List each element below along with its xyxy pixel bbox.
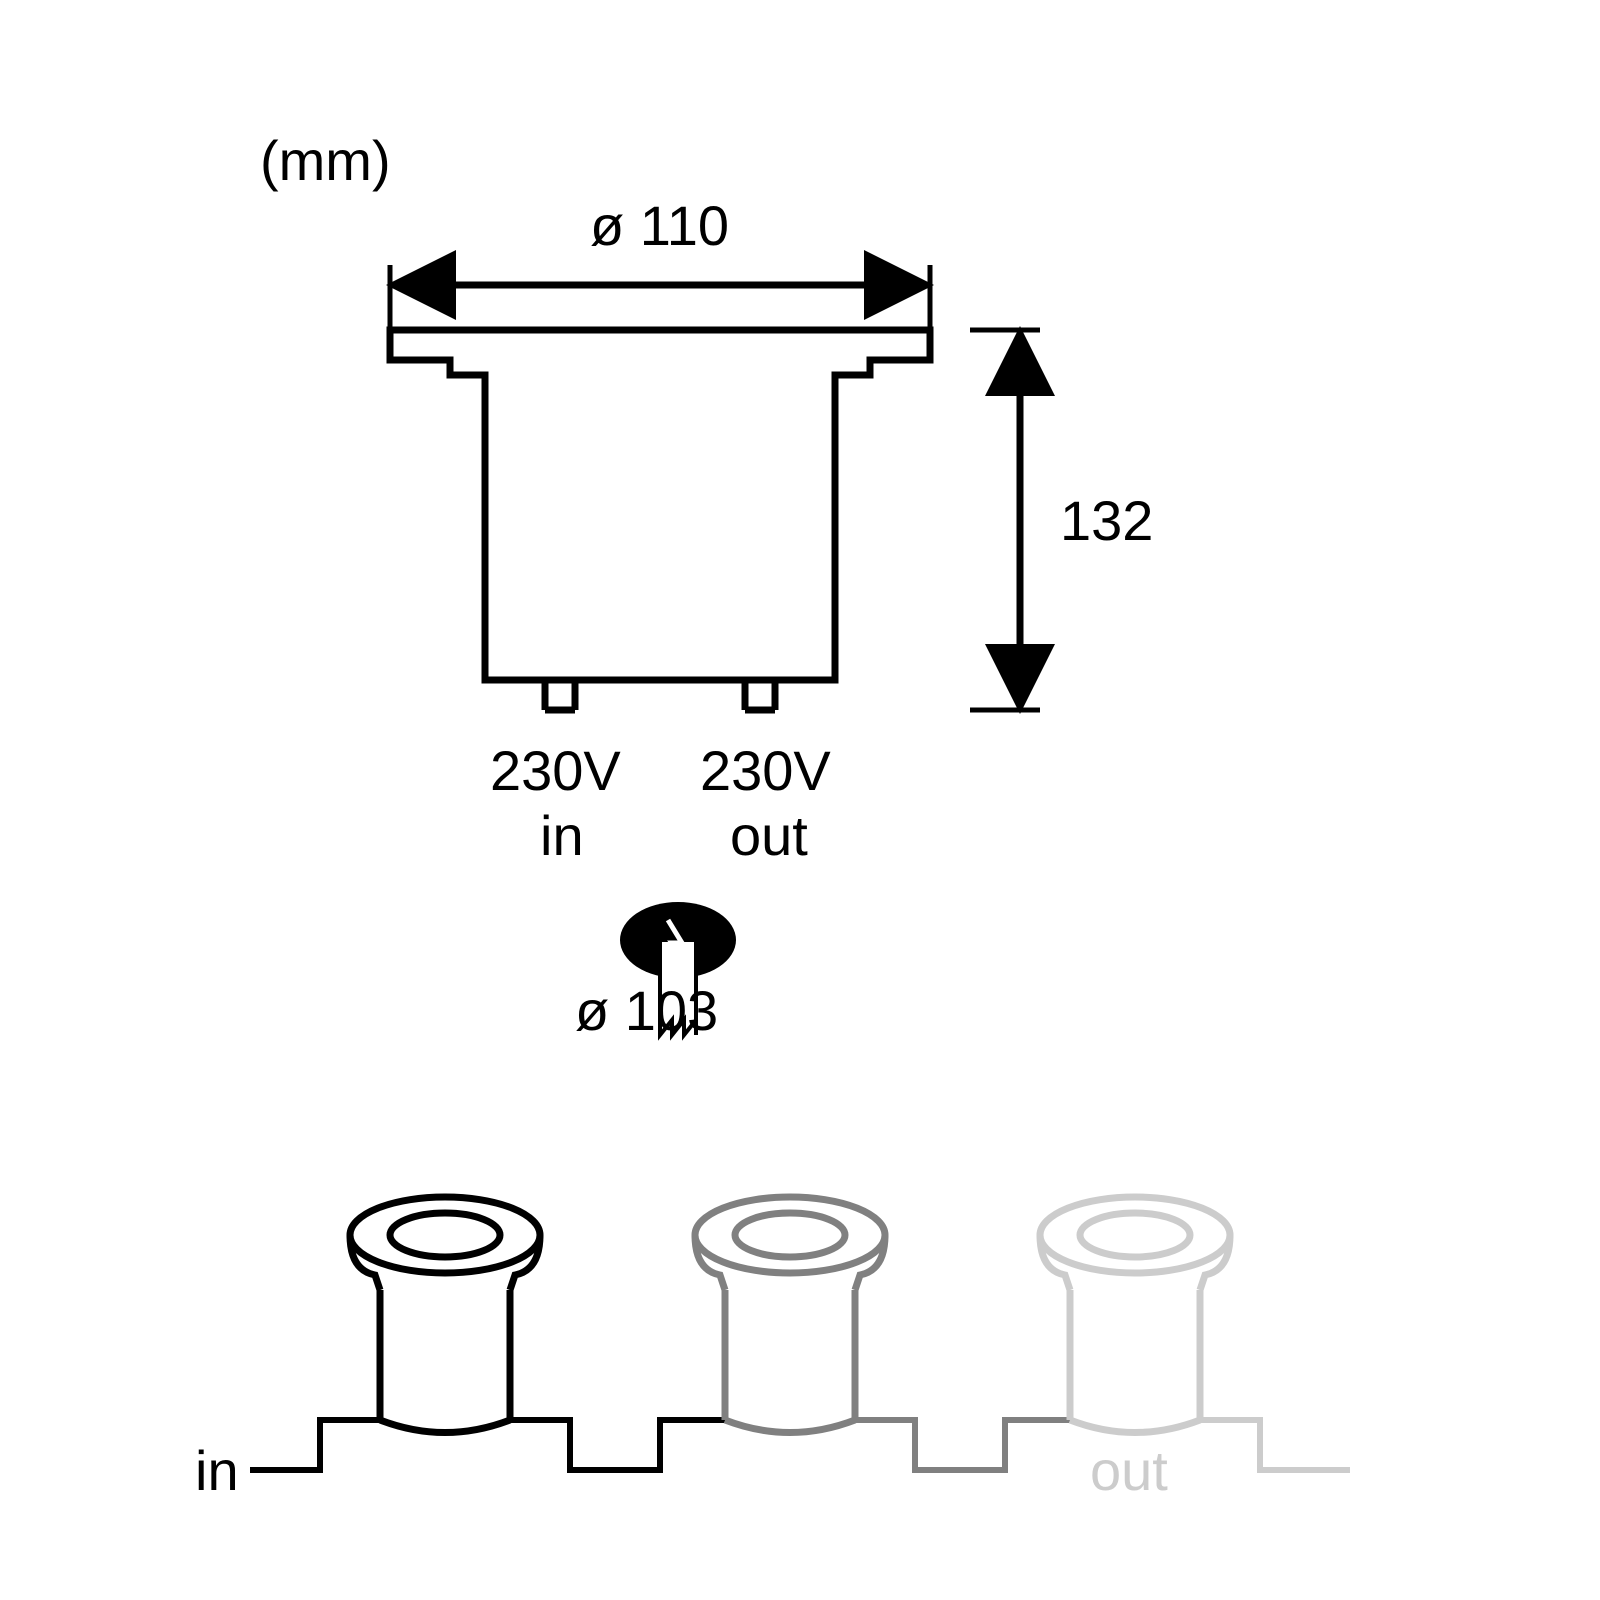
height-label: 132	[1060, 489, 1153, 552]
technical-diagram: (mm) ø 110 132 230V in 230V out	[0, 0, 1600, 1600]
voltage-out-2: out	[730, 804, 808, 867]
voltage-labels: 230V in 230V out	[490, 739, 831, 867]
chain-illustration: in out	[195, 1197, 1350, 1502]
can-1	[350, 1197, 540, 1433]
units-label: (mm)	[260, 129, 391, 192]
chain-in-label: in	[195, 1439, 239, 1502]
fixture-cross-section	[390, 330, 930, 710]
diameter-label: ø 110	[590, 194, 729, 257]
cutout-icon: ø 103	[575, 902, 736, 1042]
top-dimension: ø 110	[390, 194, 930, 330]
height-dimension: 132	[970, 330, 1153, 710]
cutout-label: ø 103	[575, 979, 718, 1042]
can-2	[695, 1197, 885, 1433]
chain-out-label: out	[1090, 1439, 1168, 1502]
voltage-in-1: 230V	[490, 739, 621, 802]
voltage-out-1: 230V	[700, 739, 831, 802]
voltage-in-2: in	[540, 804, 584, 867]
can-3	[1040, 1197, 1230, 1433]
